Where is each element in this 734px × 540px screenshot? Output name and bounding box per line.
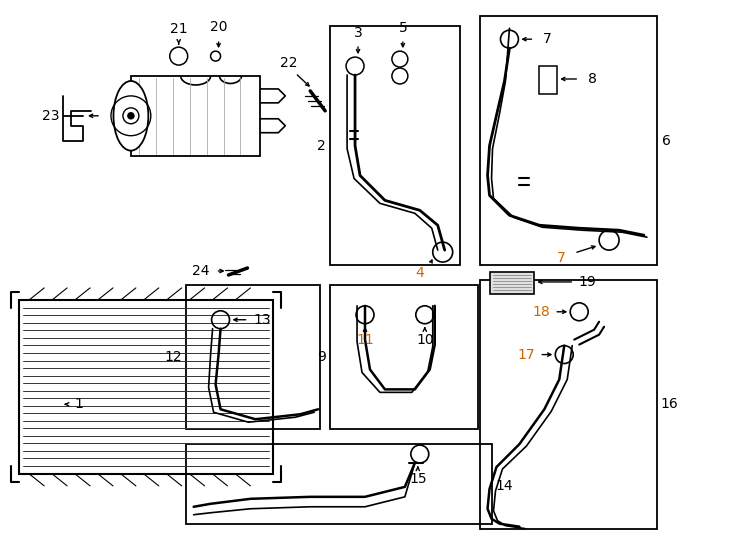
Text: 1: 1	[75, 397, 84, 411]
Bar	[479, 16, 657, 265]
Text: 7: 7	[543, 32, 552, 46]
Text: 14: 14	[495, 479, 513, 493]
Text: 18: 18	[532, 305, 550, 319]
Text: 12: 12	[164, 349, 182, 363]
Text: 8: 8	[588, 72, 597, 86]
Text: 22: 22	[280, 56, 297, 70]
Text: 2: 2	[317, 139, 326, 153]
Text: 3: 3	[354, 26, 363, 40]
Bar	[131, 76, 261, 156]
Bar	[186, 285, 320, 429]
Text: 9: 9	[317, 349, 326, 363]
Bar	[479, 280, 657, 529]
Text: 5: 5	[399, 21, 407, 35]
Text: 17: 17	[517, 348, 535, 362]
Text: 19: 19	[578, 275, 596, 289]
Text: 21: 21	[170, 22, 187, 36]
Text: 13: 13	[253, 313, 271, 327]
Text: 24: 24	[192, 264, 209, 278]
Bar	[490, 272, 534, 294]
Circle shape	[128, 113, 134, 119]
Bar	[330, 26, 459, 265]
Bar	[186, 444, 492, 524]
Text: 10: 10	[416, 333, 434, 347]
Text: 23: 23	[43, 109, 60, 123]
Bar	[330, 285, 478, 429]
Ellipse shape	[114, 81, 148, 151]
Text: 15: 15	[409, 472, 426, 486]
Text: 4: 4	[415, 266, 424, 280]
Bar	[19, 300, 273, 474]
Text: 11: 11	[356, 333, 374, 347]
Bar	[539, 66, 557, 94]
Text: 7: 7	[557, 251, 566, 265]
Text: 6: 6	[662, 134, 671, 147]
Text: 20: 20	[210, 21, 228, 34]
Text: 16: 16	[661, 397, 679, 411]
